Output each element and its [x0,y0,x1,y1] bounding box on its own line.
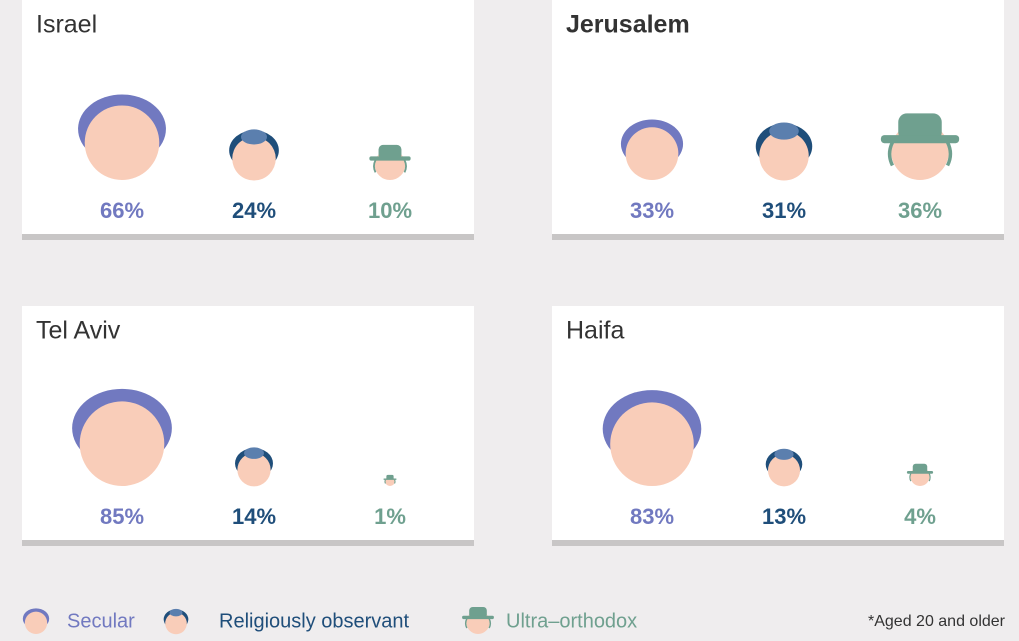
legend-label: Religiously observant [219,610,410,632]
face [80,401,165,486]
face [610,402,694,486]
face [25,612,47,634]
value-label: 85% [100,504,144,529]
panel-title: Israel [36,11,97,39]
legend-item: Ultra–orthodox [462,607,637,634]
panel: Tel Aviv 85% 14% 1% [22,306,474,546]
value-label: 4% [904,504,936,529]
value-label: 10% [368,198,412,223]
value-label: 33% [630,198,674,223]
panel-bar [552,234,1004,240]
value-label: 66% [100,198,144,223]
value-label: 31% [762,198,806,223]
value-label: 24% [232,198,276,223]
panel-title: Tel Aviv [36,317,121,345]
legend-item: Secular [23,608,135,634]
kippah [241,129,267,144]
kippah [170,609,183,617]
hat-brim [881,135,959,143]
kippah [244,447,264,459]
value-label: 83% [630,504,674,529]
legend-item: Religiously observant [164,609,410,634]
value-label: 1% [374,504,406,529]
value-label: 13% [762,504,806,529]
face [85,105,160,180]
hat-brim [462,616,494,619]
hat-brim [907,471,933,474]
panel: Haifa 83% 13% 4% [552,306,1004,546]
panel-bar [22,540,474,546]
face [626,127,679,180]
infographic: *Aged 20 and older Israel 66% 24% 10% Jerusa… [0,0,1019,641]
footnote: *Aged 20 and older [868,613,1006,630]
panel: Israel 66% 24% 10% [22,0,474,240]
panel-title: Jerusalem [566,11,690,39]
value-label: 36% [898,198,942,223]
panel-bar [552,540,1004,546]
panel-title: Haifa [566,317,624,345]
legend-label: Secular [67,610,135,632]
kippah [769,122,799,139]
hat-brim [383,479,396,480]
panel: Jerusalem 33% 31% 36% [552,0,1004,240]
panel-bar [22,234,474,240]
legend-label: Ultra–orthodox [506,610,637,632]
value-label: 14% [232,504,276,529]
hat-brim [369,156,410,160]
kippah [774,449,793,460]
